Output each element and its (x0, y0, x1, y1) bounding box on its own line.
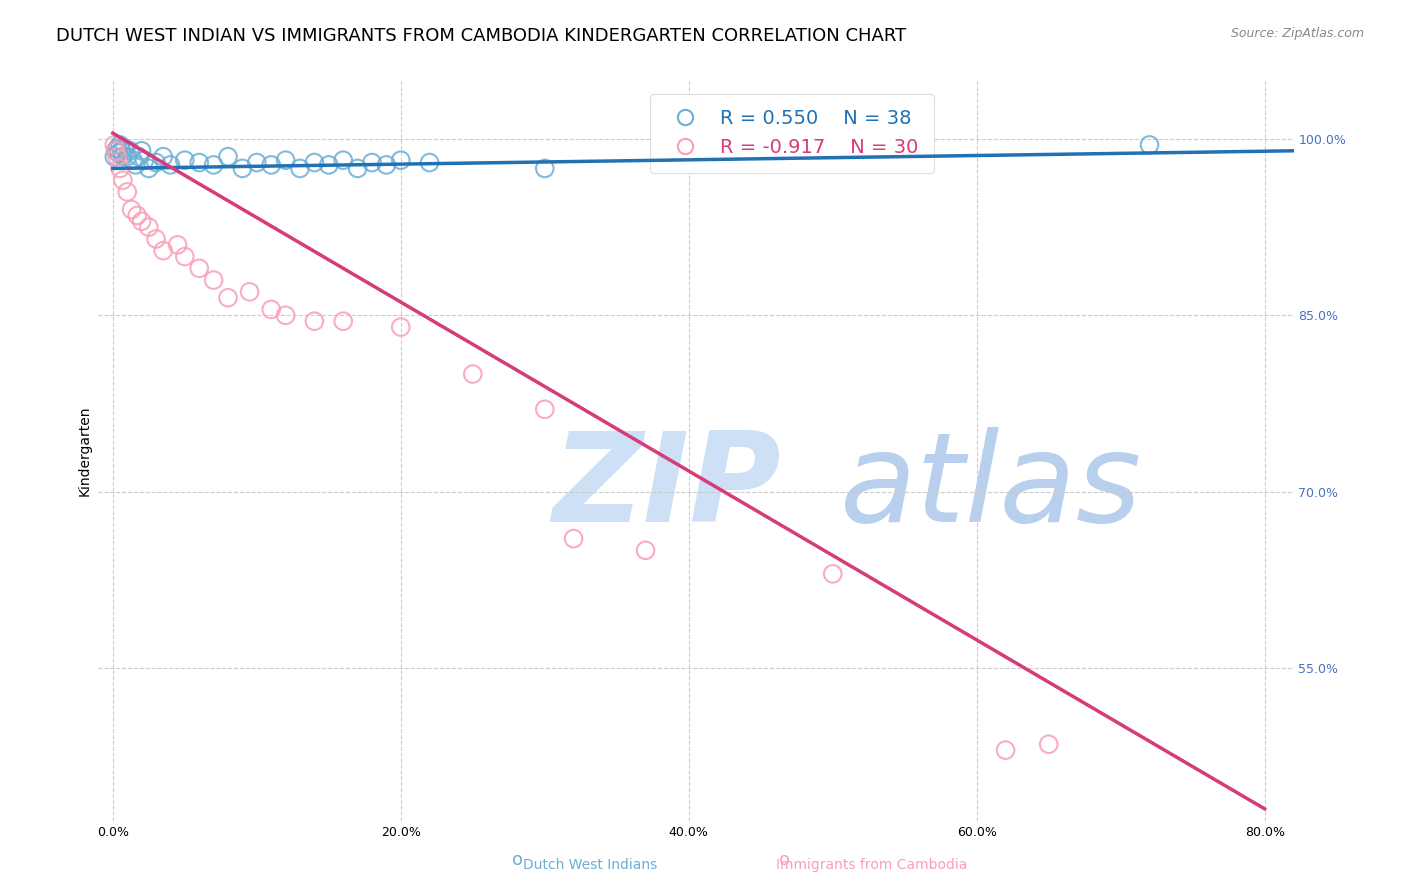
Point (159, 158, 181, 172)
Text: o: o (779, 851, 790, 869)
Point (188, 155, 211, 169)
Text: DUTCH WEST INDIAN VS IMMIGRANTS FROM CAMBODIA KINDERGARTEN CORRELATION CHART: DUTCH WEST INDIAN VS IMMIGRANTS FROM CAM… (56, 27, 907, 45)
Point (202, 273, 225, 287)
Point (134, 153, 156, 168)
Point (1139, 137, 1161, 152)
Point (121, 202, 143, 217)
Point (346, 161, 368, 176)
Point (202, 158, 225, 172)
Point (304, 314, 326, 328)
Text: ZIP: ZIP (553, 427, 782, 548)
Point (125, 158, 148, 172)
Point (260, 302, 283, 317)
Point (145, 232, 167, 246)
Text: Source: ZipAtlas.com: Source: ZipAtlas.com (1230, 27, 1364, 40)
Text: atlas: atlas (839, 427, 1142, 548)
Point (231, 161, 253, 176)
Point (127, 209, 149, 223)
Point (274, 308, 297, 322)
Point (112, 141, 135, 155)
Point (115, 185, 138, 199)
Point (188, 261, 211, 276)
Text: Dutch West Indians: Dutch West Indians (523, 858, 658, 872)
Point (389, 153, 412, 168)
Point (288, 161, 311, 176)
Point (419, 155, 441, 169)
Point (103, 150, 125, 164)
Point (105, 150, 128, 164)
Legend: R = 0.550    N = 38, R = -0.917    N = 30: R = 0.550 N = 38, R = -0.917 N = 30 (650, 94, 934, 172)
Point (108, 137, 131, 152)
Point (128, 150, 150, 164)
Point (1038, 737, 1060, 751)
Point (332, 314, 354, 328)
Point (274, 153, 297, 168)
Point (304, 155, 326, 169)
Point (107, 146, 129, 161)
Point (562, 532, 585, 546)
Point (104, 144, 127, 158)
Point (217, 291, 239, 305)
Point (217, 150, 239, 164)
Text: Immigrants from Cambodia: Immigrants from Cambodia (776, 858, 967, 872)
Point (122, 153, 145, 168)
Point (318, 158, 340, 172)
Text: o: o (512, 851, 523, 869)
Point (533, 161, 555, 176)
Point (332, 153, 354, 168)
Point (361, 155, 384, 169)
Point (994, 743, 1017, 757)
Point (111, 150, 134, 164)
Point (260, 158, 283, 172)
Point (239, 285, 262, 299)
Point (131, 144, 153, 158)
Point (173, 250, 195, 264)
Point (173, 153, 195, 168)
Point (115, 150, 138, 164)
Point (110, 144, 132, 158)
Point (461, 367, 484, 381)
Point (533, 402, 555, 417)
Point (166, 237, 188, 252)
Point (104, 144, 127, 158)
Point (138, 161, 160, 176)
Point (246, 155, 269, 169)
Point (111, 173, 134, 187)
Point (375, 158, 398, 172)
Point (821, 566, 844, 581)
Point (108, 161, 131, 176)
Point (131, 214, 153, 228)
Point (389, 320, 412, 334)
Y-axis label: Kindergarten: Kindergarten (77, 405, 91, 496)
Point (103, 137, 125, 152)
Point (152, 150, 174, 164)
Point (145, 155, 167, 169)
Point (634, 543, 657, 558)
Point (120, 144, 142, 158)
Point (105, 141, 128, 155)
Point (152, 244, 174, 258)
Point (138, 220, 160, 235)
